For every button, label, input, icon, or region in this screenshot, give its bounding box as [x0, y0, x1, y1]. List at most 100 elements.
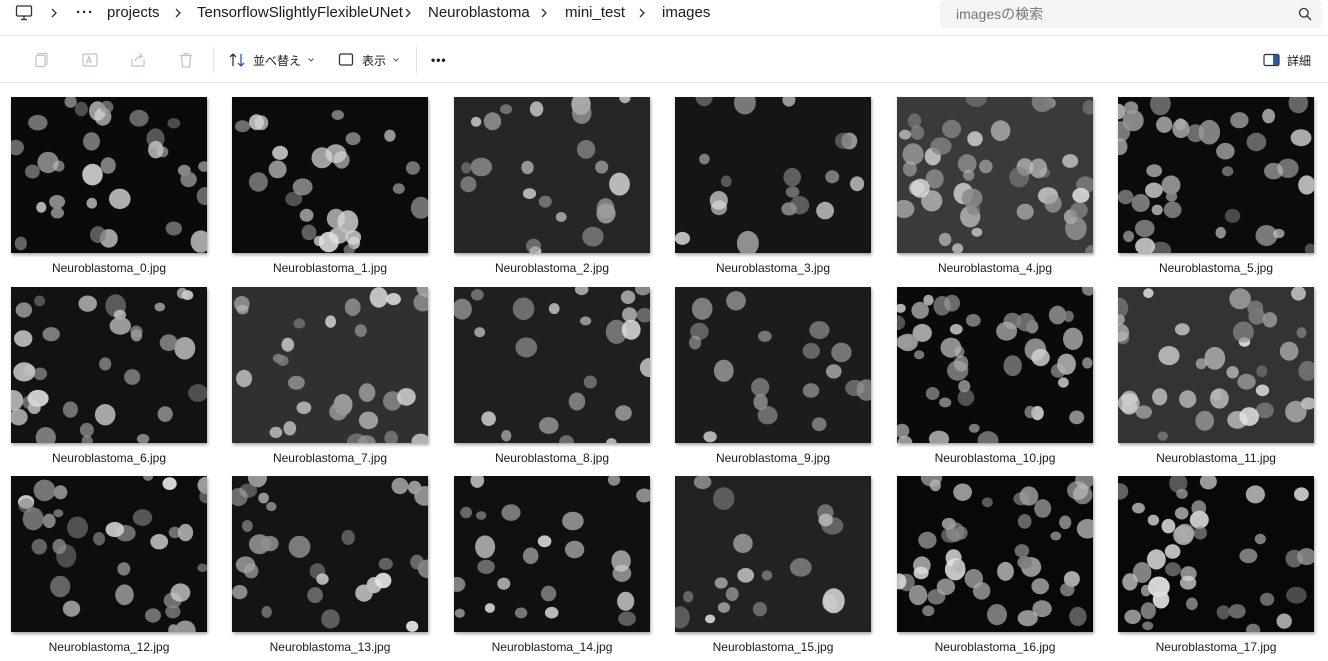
image-thumbnail[interactable] [454, 287, 650, 443]
cell-nucleus [1017, 556, 1033, 569]
view-button[interactable]: 表示 [338, 45, 400, 75]
search-icon[interactable] [1298, 7, 1312, 21]
search-box[interactable]: imagesの検索 [940, 0, 1322, 28]
cell-nucleus [288, 375, 305, 390]
cell-nucleus [174, 620, 196, 632]
cell-nucleus [132, 509, 153, 526]
chevron-right-icon[interactable] [402, 6, 414, 20]
cell-nucleus [1124, 609, 1141, 624]
image-thumbnail[interactable] [232, 97, 428, 253]
cell-nucleus [1031, 578, 1049, 595]
cell-nucleus [1198, 119, 1221, 145]
cell-nucleus [617, 591, 635, 611]
cell-nucleus [761, 570, 773, 581]
image-thumbnail[interactable] [897, 476, 1093, 632]
cell-nucleus [93, 532, 106, 546]
breadcrumb-projects[interactable]: projects [107, 4, 160, 21]
chevron-right-icon[interactable] [636, 6, 648, 20]
cell-nucleus [1169, 476, 1188, 493]
breadcrumb-neuroblastoma[interactable]: Neuroblastoma [428, 4, 530, 21]
cell-nucleus [831, 342, 852, 363]
more-options-button[interactable]: ••• [431, 53, 447, 67]
cell-nucleus [1031, 348, 1050, 367]
cell-nucleus [752, 601, 767, 617]
cell-nucleus [1304, 243, 1314, 253]
cell-nucleus [36, 201, 47, 213]
cell-nucleus [1273, 228, 1285, 239]
image-thumbnail[interactable] [454, 476, 650, 632]
image-thumbnail[interactable] [232, 287, 428, 443]
cell-nucleus [1186, 597, 1198, 611]
cell-nucleus [1297, 548, 1314, 566]
cell-nucleus [1135, 405, 1152, 419]
details-button[interactable]: 詳細 [1263, 45, 1311, 75]
chevron-right-icon[interactable] [172, 6, 184, 20]
cell-nucleus [148, 141, 164, 159]
image-thumbnail[interactable] [11, 287, 207, 443]
cell-nucleus [325, 315, 336, 328]
cell-nucleus [413, 293, 428, 312]
search-input[interactable]: imagesの検索 [956, 6, 1044, 22]
cell-nucleus [783, 167, 801, 187]
this-pc-icon[interactable] [15, 4, 33, 22]
cell-nucleus [1189, 510, 1209, 529]
chevron-right-icon[interactable] [48, 6, 60, 20]
cell-nucleus [100, 100, 114, 114]
file-name: Neuroblastoma_16.jpg [934, 640, 1056, 654]
cell-nucleus [942, 119, 962, 139]
image-thumbnail[interactable] [454, 97, 650, 253]
cell-nucleus [726, 291, 746, 311]
cell-nucleus [90, 226, 106, 244]
image-thumbnail[interactable] [675, 287, 871, 443]
cell-nucleus [605, 319, 628, 344]
image-thumbnail[interactable] [11, 97, 207, 253]
copy-icon[interactable] [33, 51, 51, 69]
cell-nucleus [301, 224, 317, 241]
sort-label: 並べ替え [253, 53, 302, 68]
cell-nucleus [248, 534, 271, 555]
cell-nucleus [621, 319, 641, 340]
cell-nucleus [1003, 355, 1022, 377]
breadcrumb-mini-test[interactable]: mini_test [565, 4, 626, 21]
cell-nucleus [269, 426, 283, 438]
breadcrumb-images[interactable]: images [662, 4, 711, 21]
cell-nucleus [615, 405, 632, 421]
cell-nucleus [537, 535, 552, 548]
image-thumbnail[interactable] [675, 97, 871, 253]
cell-nucleus [358, 383, 376, 402]
cell-nucleus [1135, 237, 1156, 253]
cell-nucleus [897, 333, 918, 352]
image-thumbnail[interactable] [897, 287, 1093, 443]
cell-nucleus [33, 479, 56, 502]
chevron-right-icon[interactable] [538, 6, 550, 20]
cell-nucleus [639, 358, 650, 378]
image-thumbnail[interactable] [1118, 97, 1314, 253]
cell-nucleus [850, 176, 865, 192]
cell-nucleus [258, 492, 269, 504]
rename-icon[interactable] [81, 51, 99, 69]
image-thumbnail[interactable] [232, 476, 428, 632]
cell-nucleus [1057, 353, 1076, 375]
cell-nucleus [276, 355, 289, 366]
breadcrumb-tensorflow[interactable]: TensorflowSlightlyFlexibleUNet [197, 4, 403, 21]
cell-nucleus [150, 534, 169, 550]
image-thumbnail[interactable] [897, 97, 1093, 253]
cell-nucleus [1276, 613, 1292, 629]
delete-icon[interactable] [177, 51, 195, 69]
image-thumbnail[interactable] [675, 476, 871, 632]
cell-nucleus [78, 295, 97, 312]
cell-nucleus [454, 298, 472, 320]
image-thumbnail[interactable] [1118, 287, 1314, 443]
image-thumbnail[interactable] [1118, 476, 1314, 632]
breadcrumb-ellipsis[interactable]: ··· [76, 4, 94, 21]
cell-nucleus [177, 523, 194, 542]
share-icon[interactable] [129, 51, 147, 69]
sort-button[interactable]: 並べ替え [228, 45, 315, 75]
image-thumbnail[interactable] [11, 476, 207, 632]
cell-nucleus [620, 290, 636, 304]
cell-nucleus [391, 477, 409, 495]
cell-nucleus [357, 435, 376, 443]
cell-nucleus [86, 197, 98, 209]
cell-nucleus [816, 201, 834, 220]
cell-nucleus [157, 406, 173, 422]
